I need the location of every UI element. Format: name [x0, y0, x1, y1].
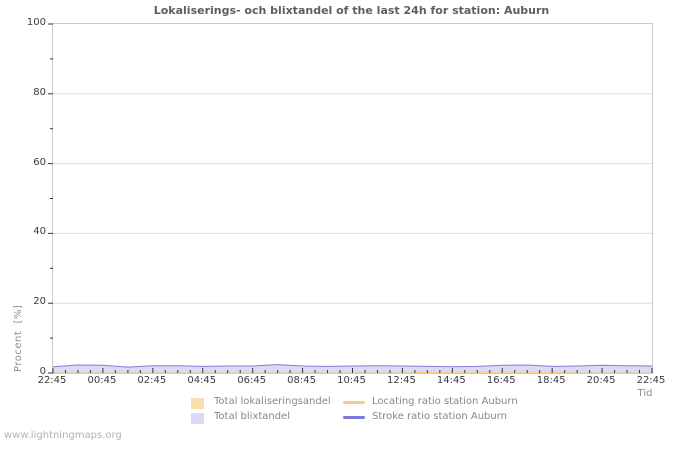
- y-tick-label: 40: [33, 226, 46, 238]
- legend-swatch-total-blixtandel: [191, 413, 204, 424]
- x-tick-label: 06:45: [237, 375, 267, 386]
- y-tick-label: 100: [26, 17, 46, 28]
- legend-swatch-stroke-ratio: [343, 416, 365, 419]
- y-tick-label: 0: [39, 366, 46, 377]
- watermark: www.lightningmaps.org: [4, 430, 122, 441]
- x-axis-label: Tid: [637, 388, 653, 399]
- x-tick-label: 22:45: [636, 375, 666, 386]
- x-tick-label: 18:45: [536, 375, 566, 386]
- legend-label-stroke-ratio: Stroke ratio station Auburn: [372, 411, 508, 422]
- x-tick-label: 12:45: [386, 375, 416, 386]
- x-tick-label: 04:45: [187, 375, 217, 386]
- y-tick-label: 20: [33, 296, 46, 308]
- chart-canvas: [48, 23, 653, 374]
- y-tick-label: 60: [33, 156, 46, 168]
- x-tick-label: 16:45: [486, 375, 516, 386]
- x-tick-label: 20:45: [586, 375, 616, 386]
- legend-label-locating-ratio: Locating ratio station Auburn: [372, 396, 518, 407]
- x-tick-label: 02:45: [137, 375, 167, 386]
- x-tick-label: 14:45: [436, 375, 466, 386]
- chart-title: Lokaliserings- och blixtandel of the las…: [153, 4, 550, 17]
- legend-swatch-total-lokaliseringsandel: [191, 398, 204, 409]
- x-tick-label: 10:45: [337, 375, 366, 386]
- y-tick-label: 80: [33, 86, 46, 98]
- legend-swatch-locating-ratio: [343, 401, 365, 404]
- x-tick-label: 08:45: [287, 375, 316, 386]
- x-tick-label: 00:45: [87, 375, 117, 386]
- y-axis-label: Procent [%]: [13, 304, 24, 372]
- legend-label-total-blixtandel: Total blixtandel: [214, 411, 291, 422]
- x-tick-label: 22:45: [37, 375, 67, 386]
- plot-area: [48, 23, 653, 374]
- legend-label-total-lokaliseringsandel: Total lokaliseringsandel: [214, 396, 331, 407]
